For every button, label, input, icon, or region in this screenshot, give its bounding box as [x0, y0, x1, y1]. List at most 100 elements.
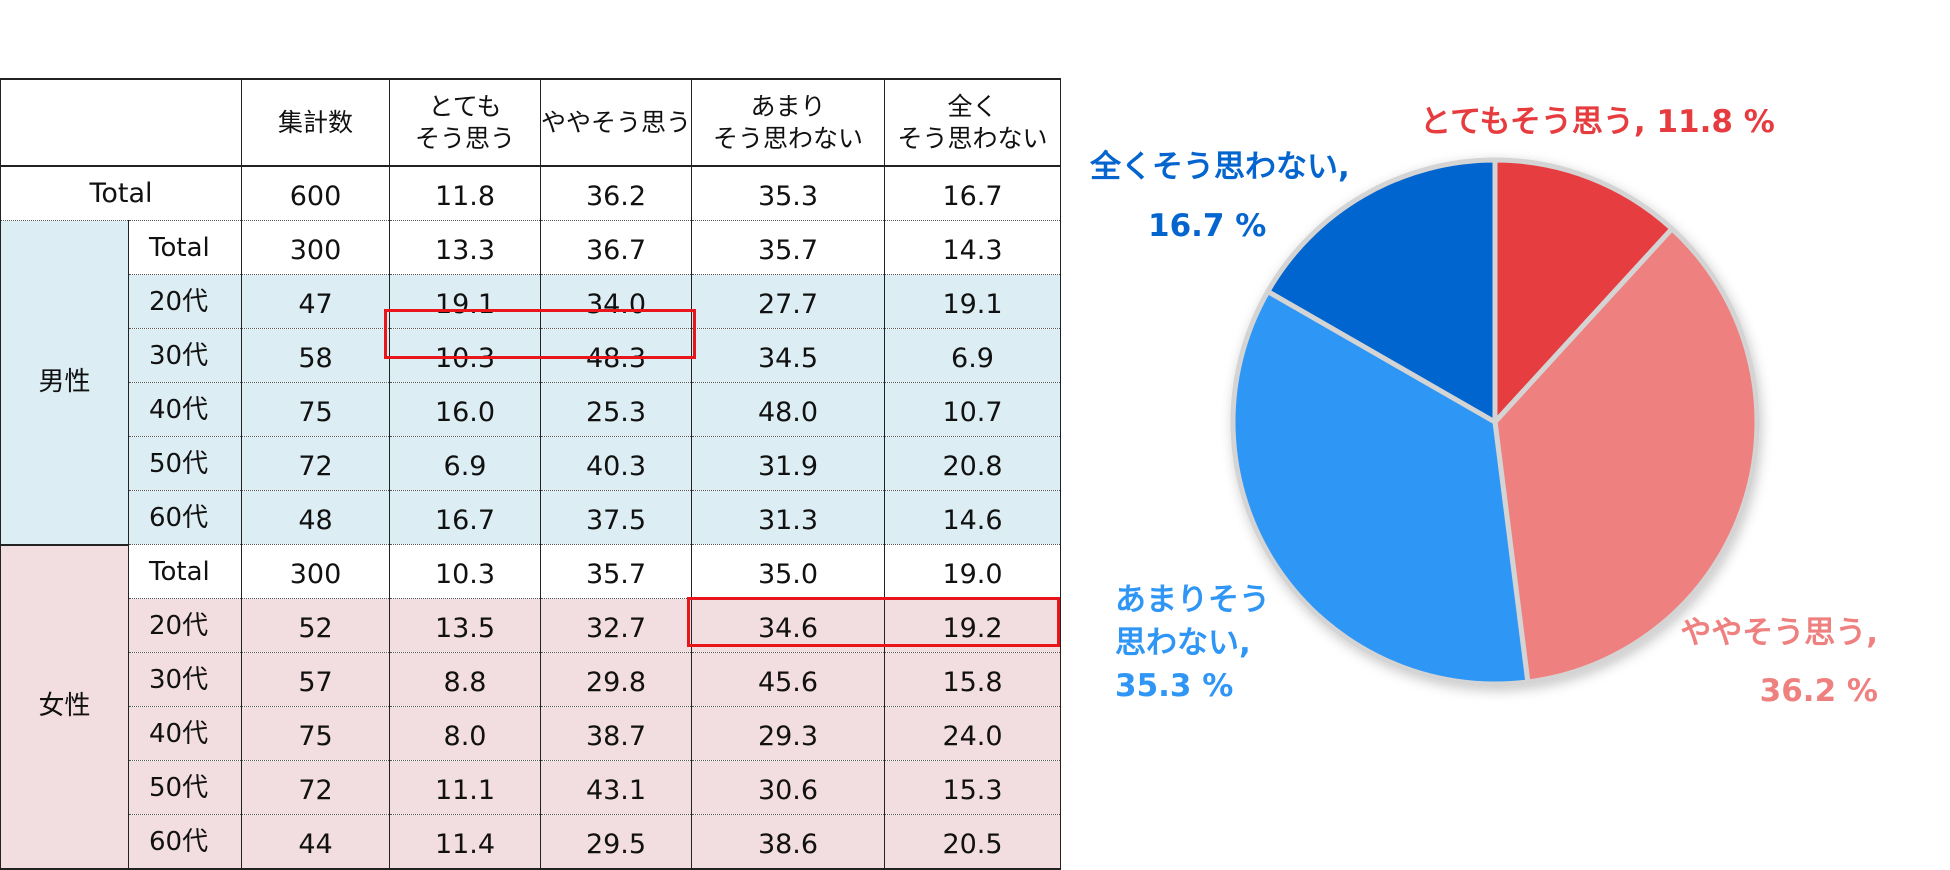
table-cell: 8.8: [389, 652, 541, 707]
table-cell: 16.7: [389, 490, 541, 545]
table-cell: 57: [241, 652, 390, 707]
row-label: 60代: [128, 814, 242, 870]
table-cell: 15.3: [884, 760, 1061, 815]
table-cell: 600: [241, 166, 390, 221]
slice-somewhat-disagree: [1230, 288, 1531, 687]
row-label: 20代: [128, 598, 242, 653]
table-cell: 19.1: [884, 274, 1061, 329]
table-row: 60代 48 16.7 37.5 31.3 14.6: [1, 490, 1061, 545]
table-cell: 19.2: [884, 598, 1061, 653]
table-row: 40代 75 8.0 38.7 29.3 24.0: [1, 706, 1061, 761]
table-cell: 34.0: [540, 274, 692, 329]
pie-data-label: とてもそう思う, 11.8 %: [1420, 104, 1775, 140]
table-cell: 29.3: [691, 706, 885, 761]
table-cell: 31.3: [691, 490, 885, 545]
table-cell: 43.1: [540, 760, 692, 815]
header-count: 集計数: [241, 78, 390, 167]
table-cell: 48.3: [540, 328, 692, 383]
row-label: 20代: [128, 274, 242, 329]
header-col-4: 全く そう思わない: [884, 78, 1061, 167]
table-cell: 36.7: [540, 220, 692, 275]
table-cell: 13.3: [389, 220, 541, 275]
slice-somewhat-agree: [1492, 226, 1760, 685]
table-row: 20代 52 13.5 32.7 34.6 19.2: [1, 598, 1061, 653]
table-cell: 35.7: [691, 220, 885, 275]
table-row: 30代 58 10.3 48.3 34.5 6.9: [1, 328, 1061, 383]
table-cell: 20.8: [884, 436, 1061, 491]
table-row: 50代 72 6.9 40.3 31.9 20.8: [1, 436, 1061, 491]
table-cell: 25.3: [540, 382, 692, 437]
header-col-3: あまり そう思わない: [691, 78, 885, 167]
table-cell: 75: [241, 706, 390, 761]
table-cell: 10.3: [389, 328, 541, 383]
survey-table: 集計数 とても そう思う ややそう思う あまり そう思わない 全く そう思わない To…: [0, 78, 1061, 870]
table-cell: 29.8: [540, 652, 692, 707]
table-cell: 11.8: [389, 166, 541, 221]
table-cell: 47: [241, 274, 390, 329]
table-row: Total 600 11.8 36.2 35.3 16.7: [0, 166, 1061, 221]
table-cell: 40.3: [540, 436, 692, 491]
row-label: 50代: [128, 436, 242, 491]
table-cell: 32.7: [540, 598, 692, 653]
row-label: 50代: [128, 760, 242, 815]
slice-strongly-agree: [1492, 157, 1675, 425]
group-label-male: 男性: [0, 220, 129, 546]
table-cell: 35.3: [691, 166, 885, 221]
table-cell: 14.3: [884, 220, 1061, 275]
table-row: 40代 75 16.0 25.3 48.0 10.7: [1, 382, 1061, 437]
table-cell: 35.0: [691, 544, 885, 599]
table-row: 20代 47 19.1 34.0 27.7 19.1: [1, 274, 1061, 329]
table-cell: 38.6: [691, 814, 885, 870]
header-col-1: とても そう思う: [389, 78, 541, 167]
table-cell: 48: [241, 490, 390, 545]
table-cell: 30.6: [691, 760, 885, 815]
table-cell: 16.0: [389, 382, 541, 437]
header-line: そう思う: [414, 123, 515, 153]
row-label: 30代: [128, 328, 242, 383]
header-blank-cell: [0, 78, 242, 167]
table-cell: 6.9: [389, 436, 541, 491]
row-label: 40代: [128, 382, 242, 437]
row-label: 40代: [128, 706, 242, 761]
table-cell: 29.5: [540, 814, 692, 870]
table-cell: 300: [241, 220, 390, 275]
table-row: 30代 57 8.8 29.8 45.6 15.8: [1, 652, 1061, 707]
header-line: そう思わない: [712, 123, 863, 153]
table-cell: 37.5: [540, 490, 692, 545]
table-cell: 31.9: [691, 436, 885, 491]
table-row: 50代 72 11.1 43.1 30.6 15.3: [1, 760, 1061, 815]
header-line: ややそう思う: [541, 107, 692, 137]
header-line: とても: [428, 91, 502, 121]
table-cell: 10.3: [389, 544, 541, 599]
table-cell: 34.5: [691, 328, 885, 383]
slice-strongly-disagree: [1265, 157, 1498, 425]
header-col-1-lines: とても そう思う: [391, 91, 540, 155]
table-cell: 52: [241, 598, 390, 653]
row-label: 30代: [128, 652, 242, 707]
pie-chart: とてもそう思う, 11.8 % ややそう思う, 36.2 % あまりそう思わない, 35…: [1089, 104, 1878, 709]
table-cell: 44: [241, 814, 390, 870]
header-col-2-lines: ややそう思う: [541, 107, 692, 139]
table-cell: 34.6: [691, 598, 885, 653]
row-label-overall-total: Total: [0, 166, 242, 221]
table-cell: 10.7: [884, 382, 1061, 437]
table-cell: 13.5: [389, 598, 541, 653]
table-cell: 38.7: [540, 706, 692, 761]
table-cell: 27.7: [691, 274, 885, 329]
header-line: そう思わない: [897, 123, 1048, 153]
table-cell: 11.1: [389, 760, 541, 815]
header-col-3-lines: あまり そう思わない: [693, 91, 884, 155]
table-cell: 6.9: [884, 328, 1061, 383]
table-cell: 300: [241, 544, 390, 599]
table-cell: 19.0: [884, 544, 1061, 599]
table-cell: 14.6: [884, 490, 1061, 545]
header-line: 集計数: [277, 107, 353, 137]
table-row: 女性 Total 300 10.3 35.7 35.0 19.0: [0, 544, 1061, 870]
table-cell: 8.0: [389, 706, 541, 761]
table-cell: 35.7: [540, 544, 692, 599]
table-cell: 20.5: [884, 814, 1061, 870]
pie-slices: [1230, 157, 1760, 687]
table-cell: 48.0: [691, 382, 885, 437]
header-count-lines: 集計数: [243, 107, 389, 139]
header-line: あまり: [750, 91, 826, 121]
